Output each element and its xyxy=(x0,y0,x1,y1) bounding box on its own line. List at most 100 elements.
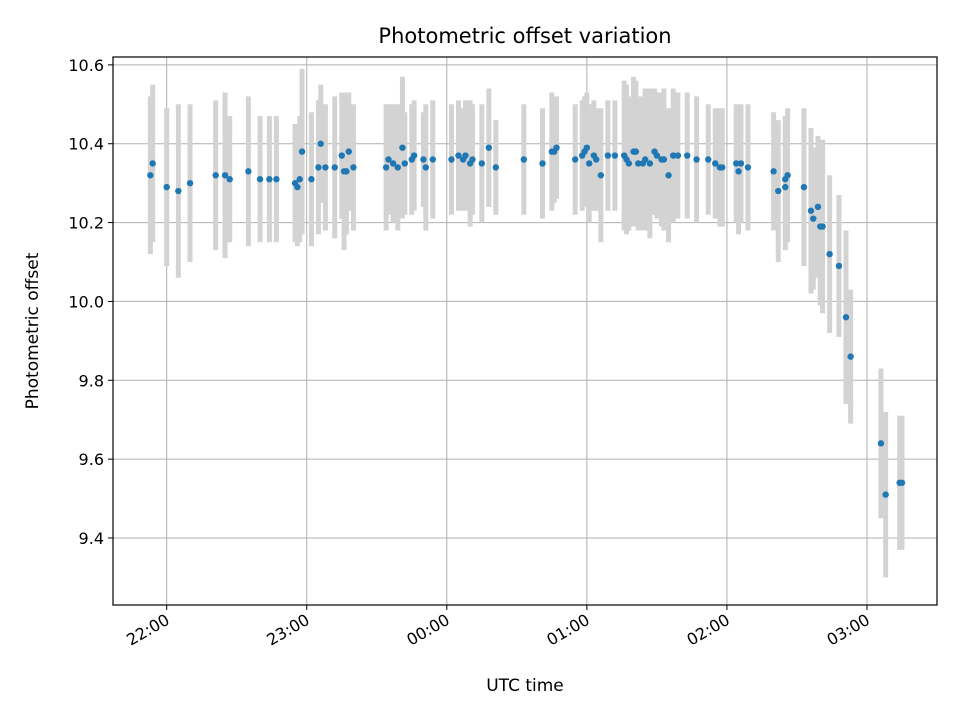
y-tick-label: 10.0 xyxy=(68,292,104,311)
data-point xyxy=(712,160,719,167)
data-point xyxy=(296,176,303,183)
data-point xyxy=(632,148,640,155)
data-point xyxy=(149,160,156,167)
data-point xyxy=(343,168,350,175)
y-axis: 9.4 9.6 9.8 10.0 10.2 10.4 10.6 xyxy=(68,56,113,548)
data-point xyxy=(462,152,469,159)
data-point xyxy=(221,172,229,179)
data-point xyxy=(226,176,233,183)
data-point xyxy=(782,183,789,191)
data-point xyxy=(642,156,649,163)
data-point xyxy=(814,203,822,211)
data-point xyxy=(469,156,476,163)
y-tick-label: 10.2 xyxy=(68,214,104,233)
y-axis-label: Photometric offset xyxy=(23,252,43,409)
data-point xyxy=(322,164,329,171)
data-point xyxy=(597,172,605,179)
data-point xyxy=(273,176,280,183)
data-point xyxy=(294,183,301,191)
data-point xyxy=(315,164,322,171)
data-point xyxy=(898,479,906,486)
data-point xyxy=(784,172,791,179)
data-point xyxy=(733,160,740,167)
data-point xyxy=(737,160,745,167)
data-point xyxy=(835,262,843,270)
data-point xyxy=(245,168,252,175)
data-point xyxy=(520,156,528,163)
data-point xyxy=(455,152,462,159)
data-point xyxy=(422,164,429,171)
x-tick-label: 22:00 xyxy=(123,610,172,650)
data-point xyxy=(485,144,493,151)
data-point xyxy=(674,152,682,159)
data-point xyxy=(604,152,612,159)
error-bars xyxy=(147,68,905,578)
data-point xyxy=(448,156,455,163)
data-point xyxy=(693,156,700,163)
data-point xyxy=(705,156,712,163)
data-point xyxy=(382,164,390,171)
data-point xyxy=(744,164,752,171)
data-point xyxy=(719,164,726,171)
data-point xyxy=(394,164,401,171)
data-point xyxy=(539,160,546,167)
data-point xyxy=(338,152,345,159)
data-points xyxy=(147,140,906,498)
chart-title: Photometric offset variation xyxy=(378,24,671,48)
data-point xyxy=(735,168,742,175)
data-point xyxy=(665,172,672,179)
data-point xyxy=(256,176,264,183)
data-point xyxy=(308,176,315,183)
data-point xyxy=(420,156,427,163)
data-point xyxy=(653,152,661,159)
data-point xyxy=(592,156,600,163)
data-point xyxy=(317,140,324,147)
data-point xyxy=(670,152,677,159)
data-point xyxy=(807,207,815,214)
y-tick-label: 9.6 xyxy=(79,450,104,469)
data-point xyxy=(175,187,182,195)
data-point xyxy=(429,156,436,163)
y-tick-label: 10.6 xyxy=(68,56,104,75)
data-point xyxy=(163,183,170,191)
data-point xyxy=(611,152,619,159)
x-tick-label: 23:00 xyxy=(263,610,312,650)
x-axis-label: UTC time xyxy=(486,676,564,696)
data-point xyxy=(553,144,560,151)
y-tick-label: 10.4 xyxy=(68,135,104,154)
data-point xyxy=(646,160,654,167)
data-point xyxy=(770,168,777,175)
data-point xyxy=(660,156,668,163)
data-point xyxy=(775,187,782,195)
data-point xyxy=(212,172,219,179)
data-point xyxy=(625,160,633,167)
data-point xyxy=(819,223,826,230)
data-point xyxy=(826,250,833,258)
data-point xyxy=(385,156,392,163)
data-point xyxy=(478,160,486,167)
data-point xyxy=(389,160,397,167)
x-tick-label: 03:00 xyxy=(824,610,873,650)
data-point xyxy=(350,164,357,171)
data-point xyxy=(298,148,306,155)
y-tick-label: 9.4 xyxy=(79,529,104,548)
data-point xyxy=(401,160,408,167)
data-point xyxy=(585,160,593,167)
data-point xyxy=(847,353,854,360)
data-point xyxy=(882,491,889,498)
data-point xyxy=(842,314,850,321)
x-tick-label: 00:00 xyxy=(403,610,452,650)
data-point xyxy=(583,144,591,151)
data-point xyxy=(877,440,885,447)
data-point xyxy=(186,179,194,187)
data-point xyxy=(571,156,579,163)
x-axis: 22:00 23:00 00:00 01:00 02:00 03:00 xyxy=(123,605,873,650)
x-tick-label: 01:00 xyxy=(543,610,592,650)
data-point xyxy=(410,152,418,159)
y-tick-label: 9.8 xyxy=(79,371,104,390)
data-point xyxy=(399,144,406,151)
data-point xyxy=(800,183,808,191)
data-point xyxy=(331,164,338,171)
data-point xyxy=(810,215,817,222)
